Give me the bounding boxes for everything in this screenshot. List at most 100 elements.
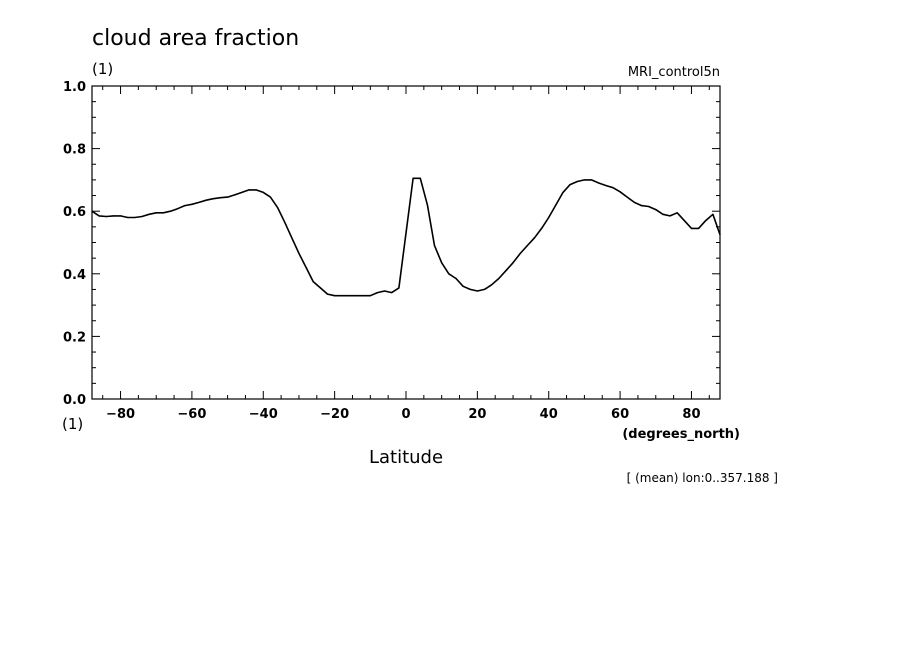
data-point <box>705 220 707 222</box>
data-point <box>148 213 150 215</box>
data-point <box>569 184 571 186</box>
data-point <box>284 221 286 223</box>
data-point <box>134 216 136 219</box>
data-point <box>576 180 578 183</box>
data-point <box>633 201 636 203</box>
series-line <box>91 177 721 297</box>
data-point <box>698 227 700 229</box>
data-point <box>455 277 457 280</box>
data-point <box>198 201 200 203</box>
data-point <box>269 196 271 198</box>
data-point <box>305 266 307 269</box>
data-point <box>141 215 143 218</box>
data-point <box>512 262 514 264</box>
y-tick-label: 0.0 <box>63 393 86 408</box>
data-point <box>398 287 400 289</box>
data-point <box>419 177 421 179</box>
x-left-units-label: (1) <box>62 415 83 433</box>
data-point <box>276 206 279 208</box>
data-point <box>112 215 114 217</box>
data-point <box>533 237 536 239</box>
data-point <box>234 194 236 196</box>
x-axis-label: Latitude <box>369 447 443 468</box>
x-tick-label: 80 <box>682 407 700 422</box>
data-point <box>334 295 336 297</box>
data-point <box>348 295 350 297</box>
data-point <box>319 287 321 289</box>
data-point <box>648 205 650 208</box>
dataset-label: MRI_control5n <box>628 65 720 80</box>
data-point <box>683 220 685 222</box>
data-point <box>505 270 507 272</box>
x-tick-label: 40 <box>540 407 558 422</box>
data-point <box>562 191 564 193</box>
plot-border <box>91 85 721 400</box>
data-point <box>619 191 621 193</box>
data-point <box>598 182 600 184</box>
x-axis-units: (degrees_north) <box>622 427 740 442</box>
y-units-label: (1) <box>92 60 113 78</box>
data-point <box>548 216 550 219</box>
y-axis: 0.0 0.2 0.4 0.6 0.8 1.0 <box>63 80 720 408</box>
data-point <box>483 288 486 290</box>
x-tick-label: −40 <box>249 407 278 422</box>
data-point <box>177 208 179 210</box>
data-point <box>291 237 293 239</box>
series-group <box>91 177 721 297</box>
y-tick-label: 0.6 <box>63 205 86 220</box>
data-point <box>519 252 521 255</box>
data-point <box>491 284 493 286</box>
data-point <box>227 196 229 198</box>
data-point <box>255 189 257 191</box>
data-point <box>169 210 172 212</box>
data-point <box>355 295 357 297</box>
chart-title: cloud area fraction <box>92 26 299 51</box>
data-point <box>590 179 593 181</box>
y-tick-label: 0.4 <box>63 268 86 283</box>
data-point <box>426 204 428 206</box>
data-point <box>433 245 436 247</box>
data-point <box>412 177 414 179</box>
data-point <box>605 184 607 187</box>
data-point <box>362 295 364 297</box>
data-point <box>441 262 443 264</box>
x-axis: −80 −60 −40 −20 0 20 40 60 80 <box>102 86 710 422</box>
data-point <box>498 277 500 280</box>
data-point <box>662 213 664 215</box>
data-point <box>212 198 214 200</box>
y-tick-label: 1.0 <box>63 80 86 95</box>
data-point <box>526 245 528 247</box>
data-point <box>155 212 157 214</box>
data-point <box>555 204 557 206</box>
data-point <box>676 212 678 214</box>
data-point <box>262 191 264 193</box>
data-point <box>655 209 657 211</box>
data-point <box>669 215 671 217</box>
data-point <box>640 205 643 207</box>
data-point <box>105 215 107 218</box>
data-point <box>369 295 371 297</box>
data-point <box>469 288 471 290</box>
x-tick-label: 0 <box>401 407 410 422</box>
data-point <box>298 252 300 255</box>
x-tick-label: 20 <box>468 407 486 422</box>
data-point <box>119 215 122 217</box>
data-point <box>341 295 343 297</box>
data-point <box>127 216 129 219</box>
data-point <box>241 191 243 193</box>
data-point <box>541 227 543 229</box>
data-point <box>448 273 450 275</box>
data-point <box>205 199 207 201</box>
data-point <box>712 213 714 215</box>
x-tick-label: −80 <box>106 407 135 422</box>
data-point <box>719 234 721 236</box>
x-tick-label: 60 <box>611 407 629 422</box>
data-point <box>476 290 478 292</box>
data-point <box>690 227 693 229</box>
data-point <box>626 196 628 198</box>
data-point <box>162 212 164 214</box>
data-point <box>391 292 393 294</box>
data-point <box>91 210 93 212</box>
data-point <box>219 197 222 199</box>
